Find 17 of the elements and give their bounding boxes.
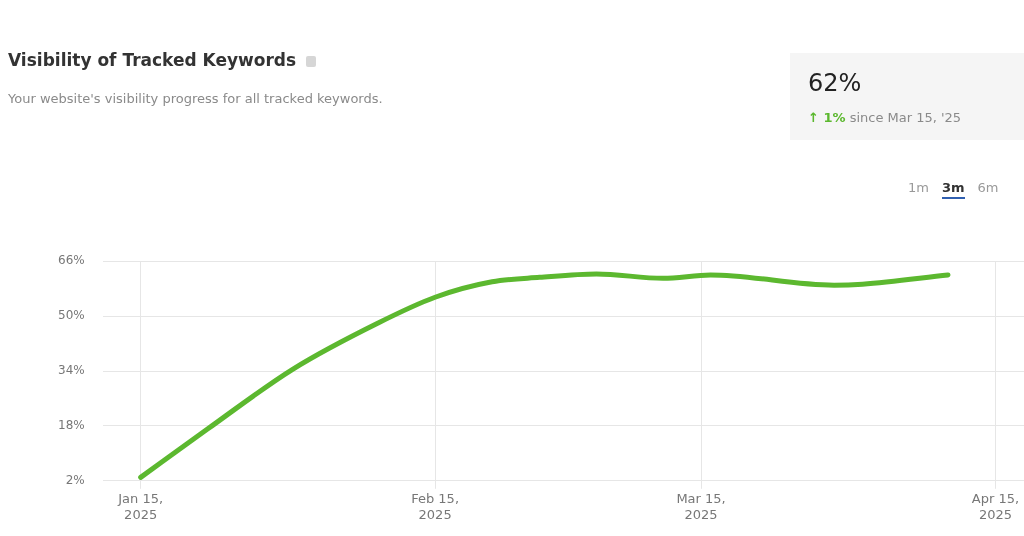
x-tick-label: Feb 15, 2025: [411, 490, 460, 522]
text: 3m: [941, 180, 965, 199]
x-tick-label: Jan 15, 2025: [117, 490, 164, 522]
text: 6m: [977, 180, 999, 197]
y-tick-label: 18%: [58, 418, 85, 433]
y-tick-label: 66%: [58, 253, 85, 268]
text: 1m: [908, 180, 929, 197]
y-tick-label: 2%: [65, 472, 85, 487]
chart-title: Visibility of Tracked Keywords: [8, 50, 297, 70]
y-tick-label: 50%: [58, 308, 85, 323]
text: since Mar 15, '25: [849, 110, 962, 125]
x-tick-label: Mar 15, 2025: [676, 490, 726, 522]
y-tick-label: 34%: [58, 363, 85, 378]
text: 62%: [808, 69, 862, 97]
x-tick-label: Apr 15, 2025: [971, 490, 1020, 522]
text: ↑ 1%: [808, 110, 846, 125]
chart-subtitle: Your website's visibility progress for all tracked keywords.: [8, 91, 383, 106]
